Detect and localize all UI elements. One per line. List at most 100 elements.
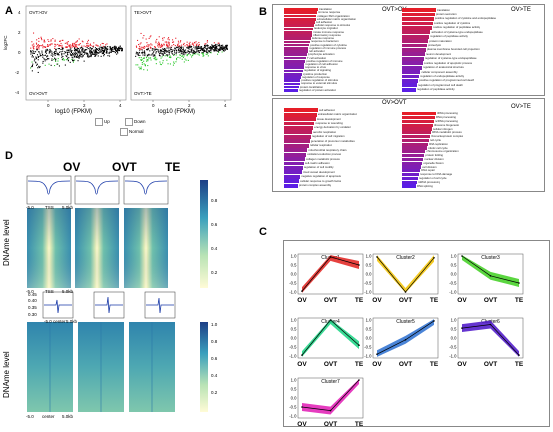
go-term-bar (402, 135, 430, 139)
scatter-point (71, 43, 73, 45)
panel-label-b: B (259, 6, 267, 18)
scatter-point (175, 49, 177, 51)
go-term-row: positive regulation of cytokine and endo… (402, 17, 514, 21)
scatter-point (62, 50, 64, 52)
scatter-point (198, 42, 200, 44)
scatter-point (138, 44, 140, 46)
scatter-point (84, 51, 86, 53)
scatter-point (202, 54, 204, 56)
scatter-point (177, 47, 179, 49)
scatter-point (162, 48, 164, 50)
scatter-point (32, 45, 34, 47)
scatter-point (138, 48, 140, 50)
scatter-point (202, 55, 204, 57)
scatter-point (87, 41, 89, 43)
go-term-bar (284, 126, 314, 130)
scatter-point (49, 44, 51, 46)
scatter-point (62, 47, 64, 49)
cluster-ytick: 1.0 (451, 254, 457, 259)
go-term-row: extracellular matrix organization (284, 18, 396, 21)
go-box2-left-bars: cell adhesion extracellular matrix organi… (284, 108, 396, 188)
go-term-bar (284, 108, 318, 113)
scatter-point (63, 59, 65, 61)
scatter-point (53, 59, 55, 61)
scatter-point (76, 56, 78, 58)
scatter-point (146, 60, 148, 62)
go-term-bar (284, 139, 310, 144)
scatter-point (155, 52, 157, 54)
scatter-point (33, 60, 35, 62)
cluster-ytick: 0.0 (366, 272, 372, 277)
scatter-point (38, 37, 40, 39)
scatter-point (94, 47, 96, 49)
scatter-point (89, 49, 91, 51)
cluster-xlabel: TE (355, 421, 364, 428)
go-term-bar (402, 25, 432, 30)
scatter-point (166, 59, 168, 61)
scatter-point (142, 37, 144, 39)
go-term-bar (402, 48, 426, 52)
tss-tick: -5.0 (26, 289, 34, 294)
scatter-point (178, 46, 180, 48)
scatter-point (161, 46, 163, 48)
scatter-point (154, 59, 156, 61)
scatter-point (66, 51, 68, 53)
scatter-point (45, 52, 47, 54)
scatter-point (217, 42, 219, 44)
plot2-xtick: 2 (188, 103, 191, 108)
scatter-point (166, 47, 168, 49)
scatter-point (169, 50, 171, 52)
scatter-point (74, 50, 76, 52)
go-term-bar (284, 143, 309, 148)
scatter-point (44, 41, 46, 43)
scatter-point (177, 44, 179, 46)
scatter-point (31, 52, 33, 54)
scatter-point (59, 51, 61, 53)
scatter-point (84, 53, 86, 55)
cluster-xlabel: TE (515, 297, 524, 304)
scatter-point (170, 56, 172, 58)
scatter-point (83, 60, 85, 62)
scatter-point (32, 47, 34, 49)
go-term-label: positive regulation of programmed cell d… (419, 79, 475, 83)
scatter-point (210, 52, 212, 54)
scatter-point (45, 54, 47, 56)
plot2-xtick: 0 (152, 103, 155, 108)
go-term-label: cell adhesion (315, 20, 333, 24)
scatter-point (168, 47, 170, 49)
go-term-bar (284, 79, 301, 82)
go-term-row: cell activation (284, 50, 396, 53)
scatter-point (79, 53, 81, 55)
scatter-point (187, 47, 189, 49)
scatter-point (73, 49, 75, 51)
scatter-point (93, 42, 95, 44)
scatter-point (183, 55, 185, 57)
scatter-point (55, 60, 57, 62)
scatter-point (162, 51, 164, 53)
scatter-point (96, 48, 98, 50)
scatter-point (38, 48, 40, 50)
go-term-label: extracellular matrix organization (316, 17, 357, 21)
go-term-bar (402, 165, 422, 169)
scatter-point (82, 41, 84, 43)
cluster-ytick: -1.0 (449, 290, 457, 295)
scatter-point (71, 53, 73, 55)
scatter-point (206, 45, 208, 47)
go-box1-right-title: OV>TE (511, 7, 531, 13)
scatter-point (218, 50, 220, 52)
scatter-point (82, 50, 84, 52)
cluster-ytick: 1.0 (291, 378, 297, 383)
scatter-point (67, 51, 69, 53)
cluster-ytick: 0.5 (451, 263, 457, 268)
scatter-point (213, 46, 215, 48)
scatter-point (38, 40, 40, 42)
go-term-bar (284, 63, 305, 66)
scatter-point (53, 52, 55, 54)
scatter-point (179, 46, 181, 48)
go-term-row: DNA replication (402, 142, 514, 146)
scatter-point (197, 47, 199, 49)
scatter-point (96, 49, 98, 51)
go-term-bar (402, 56, 424, 61)
scatter-point (61, 46, 63, 48)
scatter-point (194, 53, 196, 55)
